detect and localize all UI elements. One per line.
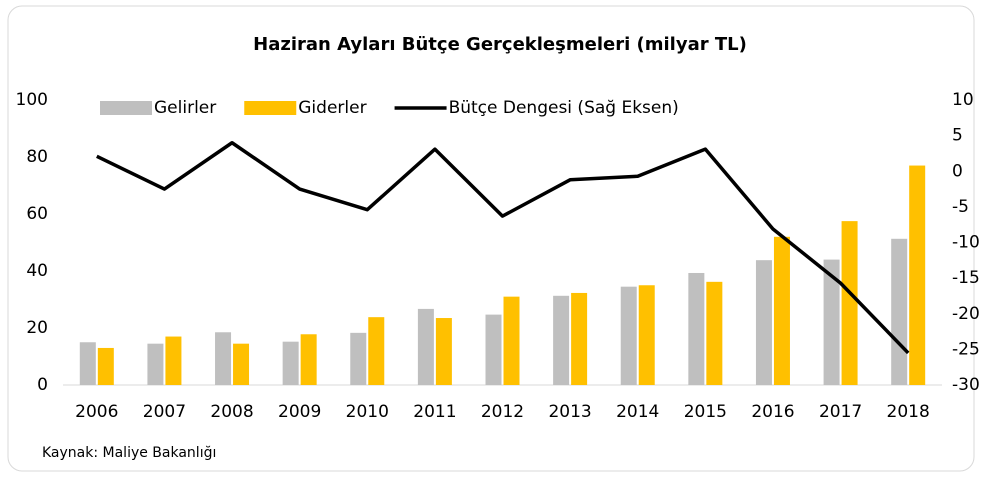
source-note: Kaynak: Maliye Bakanlığı xyxy=(42,445,216,461)
x-tick-label: 2015 xyxy=(684,402,727,422)
y2-tick-label: 0 xyxy=(952,161,963,181)
x-tick-label: 2006 xyxy=(75,402,118,422)
y2-tick-label: -15 xyxy=(952,268,980,288)
line xyxy=(96,141,910,355)
y-tick-label: 0 xyxy=(37,375,48,395)
y-tick-label: 40 xyxy=(26,261,48,281)
bar xyxy=(571,292,588,385)
y2-tick-label: -20 xyxy=(952,304,980,324)
legend-swatch xyxy=(100,101,152,115)
y2-tick-label: -10 xyxy=(952,233,980,253)
legend-label: Gelirler xyxy=(154,98,216,118)
y2-tick-label: -5 xyxy=(952,197,969,217)
bar xyxy=(620,286,637,385)
bar xyxy=(417,308,434,385)
chart-title: Haziran Ayları Bütçe Gerçekleşmeleri (mi… xyxy=(253,34,747,55)
y-tick-label: 60 xyxy=(26,204,48,224)
x-tick-label: 2011 xyxy=(413,402,456,422)
bar xyxy=(215,332,232,385)
bar xyxy=(841,221,858,385)
bar xyxy=(165,336,182,385)
y2-tick-label: 5 xyxy=(952,126,963,146)
bar xyxy=(79,342,96,385)
bar xyxy=(350,332,367,385)
legend-label: Giderler xyxy=(298,98,366,118)
y2-tick-label: 10 xyxy=(952,90,974,110)
bar xyxy=(755,260,772,385)
y-tick-label: 100 xyxy=(16,90,48,110)
bar xyxy=(823,259,840,385)
bar xyxy=(688,272,705,385)
bar xyxy=(300,334,317,385)
x-tick-label: 2007 xyxy=(143,402,186,422)
bar xyxy=(891,238,908,385)
bar xyxy=(706,281,723,385)
bar xyxy=(435,318,452,385)
bar xyxy=(909,165,926,385)
x-tick-label: 2014 xyxy=(616,402,659,422)
y2-tick-label: -25 xyxy=(952,339,980,359)
x-tick-label: 2013 xyxy=(548,402,591,422)
bar xyxy=(638,285,655,385)
bar xyxy=(553,295,570,385)
legend-label: Bütçe Dengesi (Sağ Eksen) xyxy=(449,98,679,118)
x-tick-label: 2010 xyxy=(346,402,389,422)
y2-tick-label: -30 xyxy=(952,375,980,395)
bar xyxy=(147,343,164,385)
bar xyxy=(503,296,520,385)
y-tick-label: 80 xyxy=(26,147,48,167)
bar xyxy=(773,236,790,385)
y-tick-label: 20 xyxy=(26,318,48,338)
x-tick-label: 2009 xyxy=(278,402,321,422)
x-tick-label: 2008 xyxy=(210,402,253,422)
bar xyxy=(485,314,502,385)
bar xyxy=(282,341,299,385)
bar xyxy=(368,317,385,385)
x-tick-label: 2017 xyxy=(819,402,862,422)
legend-swatch xyxy=(244,101,297,115)
chart-border xyxy=(7,5,975,472)
x-tick-label: 2012 xyxy=(481,402,524,422)
bar xyxy=(233,343,250,385)
x-tick-label: 2018 xyxy=(887,402,930,422)
x-tick-label: 2016 xyxy=(751,402,794,422)
bar xyxy=(97,347,114,385)
